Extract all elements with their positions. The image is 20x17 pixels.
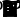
- Bar: [10, 6, 12, 15]
- Text: 0.26%: 0.26%: [0, 0, 4, 15]
- Text: Figure 3: Figure 3: [1, 1, 20, 17]
- Text: 25%: 25%: [14, 0, 20, 8]
- Text: 33%: 33%: [0, 0, 20, 6]
- Bar: [12, 8, 14, 15]
- Bar: [6, 14, 8, 15]
- Text: 3.6%: 3.6%: [8, 0, 20, 14]
